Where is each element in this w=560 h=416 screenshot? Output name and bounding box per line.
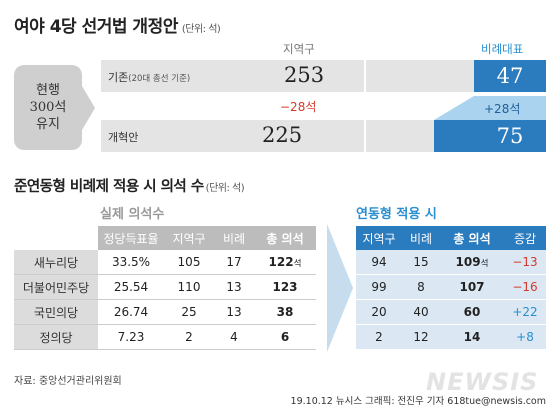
total-seats: 123 — [254, 274, 316, 300]
party-name: 새누리당 — [14, 250, 98, 275]
pr-seats: 40 — [402, 299, 440, 325]
total-seats: 14 — [440, 324, 504, 350]
table-row: 정의당 7.23 2 4 6 — [14, 324, 316, 350]
table-row: 더불어민주당 25.54 110 13 123 — [14, 274, 316, 300]
pr-seats: 4 — [214, 324, 254, 350]
credit-line: 19.10.12 뉴시스 그래픽: 전진우 기자 618tue@newsis.c… — [290, 396, 546, 407]
district-seats: 2 — [164, 324, 214, 350]
total-seats: 38 — [254, 299, 316, 325]
seat-change: −13 — [504, 250, 546, 275]
side-label-3: 유지 — [36, 117, 60, 132]
total-seats: 109석 — [440, 250, 504, 275]
pr-seats: 17 — [214, 250, 254, 275]
change-header: 증감 — [504, 226, 546, 250]
table-row: 20 40 60 +22 — [356, 299, 546, 325]
seat-change: +8 — [504, 324, 546, 350]
row-reform-label: 개혁안 — [108, 131, 139, 144]
title-unit: (단위: 석) — [181, 24, 221, 35]
table-row: 새누리당 33.5% 105 17 122석 — [14, 250, 316, 275]
table-row: 94 15 109석 −13 — [356, 250, 546, 275]
pr-change: +28석 — [484, 102, 521, 116]
district-seats: 99 — [356, 274, 402, 300]
reform-district-value: 225 — [262, 123, 303, 147]
linked-title: 연동형 적용 시 — [356, 207, 437, 222]
row-current-separator — [364, 60, 366, 92]
page-title: 여야 4당 선거법 개정안 (단위: 석) — [14, 17, 221, 37]
pr-seats: 13 — [214, 274, 254, 300]
district-seats: 105 — [164, 250, 214, 275]
district-header: 지역구 — [164, 226, 214, 250]
current-district-value: 253 — [284, 63, 325, 87]
linked-seats-table: 지역구 비례 총 의석 증감 94 15 109석 −13 99 8 107 −… — [356, 226, 546, 350]
pr-header: 비례 — [214, 226, 254, 250]
party-name: 더불어민주당 — [14, 274, 98, 300]
vote-share: 33.5% — [98, 250, 164, 275]
total-header: 총 의석 — [440, 226, 504, 250]
row-reform-separator — [364, 120, 366, 152]
table-row: 99 8 107 −16 — [356, 274, 546, 300]
vote-share: 25.54 — [98, 274, 164, 300]
side-label-1: 현행 — [36, 83, 60, 98]
linked-header-row: 지역구 비례 총 의석 증감 — [356, 226, 546, 250]
pr-seats: 13 — [214, 299, 254, 325]
total-header: 총 의석 — [254, 226, 316, 250]
table-row: 국민의당 26.74 25 13 38 — [14, 299, 316, 325]
table-row: 2 12 14 +8 — [356, 324, 546, 350]
transition-arrow — [327, 224, 353, 352]
current-pr-value: 47 — [474, 60, 546, 92]
district-header: 지역구 — [356, 226, 402, 250]
section-title: 준연동형 비례제 적용 시 의석 수 (단위: 석) — [14, 179, 245, 195]
header-pr: 비례대표 — [481, 42, 524, 56]
pr-seats: 15 — [402, 250, 440, 275]
actual-seats-title: 실제 의석수 — [100, 207, 165, 222]
vote-share: 7.23 — [98, 324, 164, 350]
pr-change-wedge — [434, 96, 546, 120]
district-change: −28석 — [280, 100, 317, 114]
vote-share: 26.74 — [98, 299, 164, 325]
row-current-label: 기존(20대 총선 기준) — [108, 71, 191, 84]
total-seats: 6 — [254, 324, 316, 350]
reform-pr-value: 75 — [434, 120, 546, 152]
total-seats: 107 — [440, 274, 504, 300]
pr-header: 비례 — [402, 226, 440, 250]
party-name: 국민의당 — [14, 299, 98, 325]
side-arrow — [82, 86, 95, 130]
header-district: 지역구 — [283, 42, 315, 56]
pr-seats: 8 — [402, 274, 440, 300]
actual-header-row: 정당득표율 지역구 비례 총 의석 — [14, 226, 316, 250]
seat-change: +22 — [504, 299, 546, 325]
district-seats: 94 — [356, 250, 402, 275]
side-label-2: 300석 — [29, 100, 67, 115]
vote-header: 정당득표율 — [98, 226, 164, 250]
actual-seats-table: 정당득표율 지역구 비례 총 의석 새누리당 33.5% 105 17 122석… — [14, 226, 316, 350]
pr-seats: 12 — [402, 324, 440, 350]
district-seats: 20 — [356, 299, 402, 325]
newsis-watermark: NEWSIS — [426, 368, 539, 396]
party-name: 정의당 — [14, 324, 98, 350]
total-seats: 60 — [440, 299, 504, 325]
total-seats: 122석 — [254, 250, 316, 275]
source-note: 자료: 중앙선거관리위원회 — [14, 376, 122, 387]
party-header — [14, 226, 98, 250]
row-reform-bg — [101, 120, 474, 152]
row-current-bg — [101, 60, 474, 92]
district-seats: 25 — [164, 299, 214, 325]
seat-change: −16 — [504, 274, 546, 300]
district-seats: 2 — [356, 324, 402, 350]
district-seats: 110 — [164, 274, 214, 300]
current-300-box: 현행 300석 유지 — [14, 65, 82, 150]
